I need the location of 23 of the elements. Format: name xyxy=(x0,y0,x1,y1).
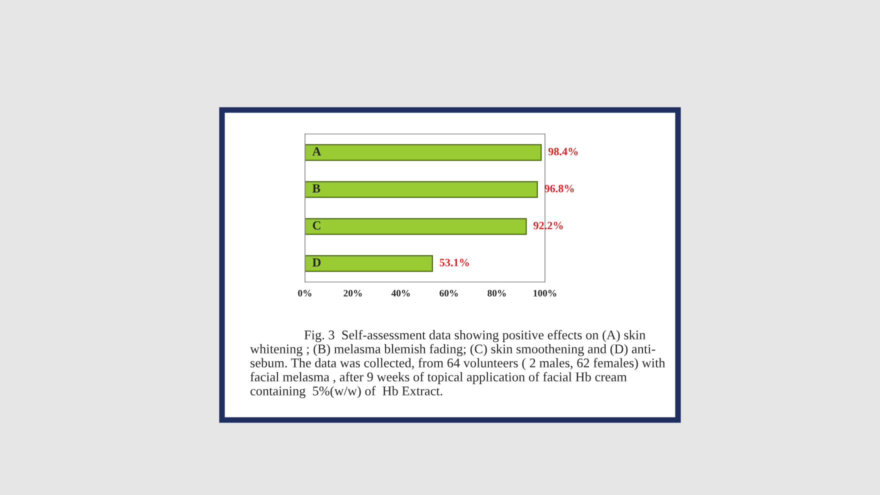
y-tick-label: D xyxy=(312,258,321,267)
x-tick-label: 60% xyxy=(440,290,458,297)
text: whitening ; (B) melasma blemish fading; (C) skin smoothening and (D) anti- xyxy=(250,344,656,356)
x-tick-label: 100% xyxy=(534,290,556,297)
x-tick-label: 80% xyxy=(488,290,506,297)
y-tick-label: A xyxy=(312,147,322,156)
x-tick-label: 40% xyxy=(391,290,410,297)
bar xyxy=(305,144,542,161)
text: containing 5%(w/w) of Hb Extract. xyxy=(250,386,442,398)
x-tick-label: 0% xyxy=(298,290,312,297)
x-tick-label: 20% xyxy=(344,290,362,297)
data-label: 98.4% xyxy=(548,148,578,156)
data-label: 92.2% xyxy=(534,222,563,230)
bar xyxy=(305,181,538,198)
bar xyxy=(305,218,527,235)
bar xyxy=(305,255,433,272)
text: facial melasma , after 9 weeks of topical application of facial Hb cream xyxy=(250,372,627,384)
y-tick-label: B xyxy=(312,184,320,193)
data-label: 53.1% xyxy=(440,258,469,266)
caption: Fig. 3 Self-assessment data showing positive effects on (A) skin xyxy=(304,330,646,342)
data-label: 96.8% xyxy=(544,184,574,192)
text: sebum. The data was collected, from 64 volunteers ( 2 males, 62 females) with xyxy=(250,358,666,370)
y-tick-label: C xyxy=(312,221,320,230)
